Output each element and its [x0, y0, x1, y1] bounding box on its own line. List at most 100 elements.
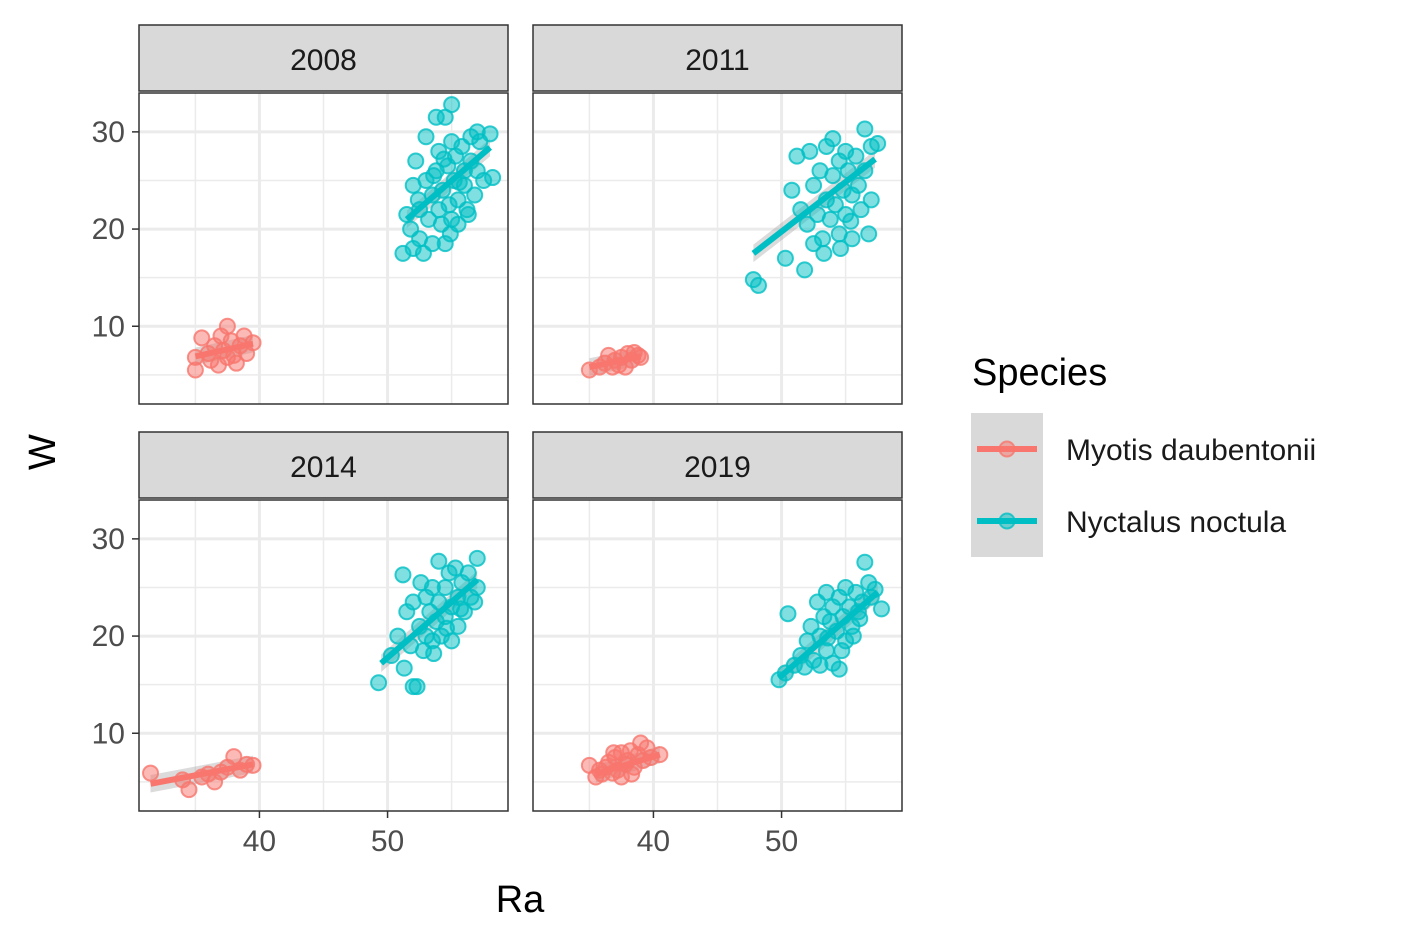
data-point: [869, 135, 887, 153]
data-point: [856, 553, 874, 571]
legend-key-background: [971, 413, 1043, 557]
legend-key-point: [998, 440, 1016, 458]
data-point: [452, 600, 470, 618]
strip-box-2011: [532, 24, 903, 92]
data-point: [459, 564, 477, 582]
data-point: [468, 549, 486, 567]
data-point: [856, 120, 874, 138]
data-point: [484, 169, 502, 187]
data-point: [225, 748, 243, 766]
data-point: [408, 678, 426, 696]
data-point: [436, 578, 454, 596]
strip-label-2014: 2014: [290, 451, 357, 484]
data-point: [389, 627, 407, 645]
strip-label-2008: 2008: [290, 44, 357, 77]
series-myotis-daubentonii: [186, 317, 262, 379]
data-point: [847, 147, 865, 165]
data-point: [466, 593, 484, 611]
data-point: [438, 619, 455, 637]
data-point: [830, 660, 848, 678]
data-point: [798, 215, 816, 233]
legend-label: Nyctalus noctula: [1066, 506, 1286, 539]
panel-border: [138, 92, 509, 405]
fit-line: [594, 751, 661, 777]
data-point: [833, 642, 851, 660]
legend: Species Myotis daubentonii Nyctalus noctu…: [971, 352, 1316, 557]
data-point: [407, 152, 425, 170]
fit-line: [777, 590, 880, 681]
strip-box-2019: [532, 431, 903, 499]
data-point: [815, 244, 833, 262]
x-tick-label: 50: [765, 825, 798, 858]
series-nyctalus-noctula: [744, 120, 887, 294]
y-tick-label: 30: [92, 523, 125, 556]
data-point: [441, 225, 459, 243]
legend-item-myotis-daubentonii: Myotis daubentonii: [977, 434, 1316, 467]
data-point: [435, 150, 453, 168]
data-point: [832, 240, 849, 257]
data-point: [821, 210, 839, 228]
data-point: [805, 176, 823, 194]
data-point: [783, 181, 801, 199]
strip-box-2008: [138, 24, 509, 92]
panels-group: 2008 2011 2014 2019: [138, 24, 903, 812]
data-point: [412, 574, 430, 592]
data-point: [417, 128, 435, 146]
panel-content: [142, 549, 486, 799]
y-axis-title: W: [22, 434, 64, 470]
panel-border: [138, 499, 509, 812]
axes-group: 10 20 30 10 20 30 40 50 40 50: [92, 116, 799, 858]
y-tick-label: 10: [92, 310, 125, 343]
data-point: [466, 186, 484, 204]
fit-line: [588, 353, 642, 371]
data-point: [796, 261, 814, 279]
data-point: [873, 600, 890, 618]
strip-label-2011: 2011: [685, 44, 750, 77]
data-point: [860, 225, 878, 243]
data-point: [142, 764, 160, 782]
data-point: [459, 205, 477, 223]
legend-item-nyctalus-noctula: Nyctalus noctula: [977, 506, 1286, 539]
data-point: [776, 249, 794, 267]
x-tick-label: 40: [243, 825, 276, 858]
data-point: [824, 130, 842, 148]
legend-label: Myotis daubentonii: [1066, 434, 1316, 467]
data-point: [395, 659, 413, 677]
data-point: [862, 191, 880, 209]
data-point: [193, 329, 211, 347]
series-myotis-daubentonii: [142, 748, 262, 799]
strip-label-2019: 2019: [684, 451, 751, 484]
strip-box-2014: [138, 431, 509, 499]
panel-border: [532, 92, 903, 405]
panel-content: [580, 553, 890, 786]
fit-line: [194, 340, 254, 360]
legend-key-point: [998, 512, 1016, 530]
data-point: [227, 354, 245, 372]
fit-line: [751, 156, 877, 256]
data-point: [443, 96, 461, 114]
data-point: [750, 276, 767, 294]
data-point: [425, 167, 443, 185]
x-tick-label: 50: [371, 825, 404, 858]
x-axis-title: Ra: [496, 879, 545, 921]
data-point: [180, 781, 198, 799]
panel-2008: 2008: [138, 24, 509, 405]
panel-2019: 2019: [532, 431, 903, 812]
data-point: [826, 196, 844, 214]
data-point: [218, 317, 236, 335]
data-point: [623, 765, 641, 783]
fit-line: [149, 761, 254, 787]
y-tick-label: 20: [92, 213, 125, 246]
data-point: [779, 605, 797, 623]
legend-items: Myotis daubentonii Nyctalus noctula: [971, 413, 1316, 557]
y-tick-label: 10: [92, 717, 125, 750]
fit-line: [404, 145, 493, 222]
data-point: [849, 176, 867, 194]
panel-2011: 2011: [532, 24, 903, 405]
data-point: [370, 674, 388, 692]
series-nyctalus-noctula: [370, 549, 486, 696]
fit-line: [379, 577, 480, 666]
data-point: [843, 230, 861, 248]
data-point: [801, 142, 819, 160]
